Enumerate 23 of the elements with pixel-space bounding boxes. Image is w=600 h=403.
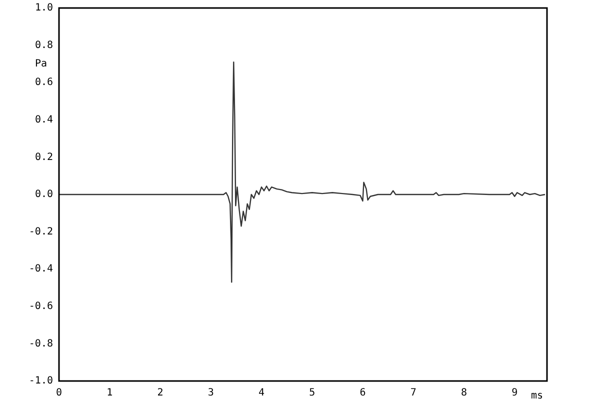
y-tick-label: 0.0 — [34, 189, 53, 200]
y-axis-title: Pa — [35, 58, 48, 70]
x-tick-label: 4 — [258, 388, 265, 399]
x-tick-label: 7 — [410, 388, 416, 399]
y-tick-label: 0.6 — [34, 77, 53, 88]
x-tick-label: 3 — [208, 388, 214, 399]
x-tick-label: 5 — [309, 388, 316, 399]
x-tick-label: 9 — [512, 388, 518, 399]
y-tick-label: -0.4 — [28, 264, 53, 275]
x-tick-label: 0 — [56, 388, 62, 399]
y-tick-label: -0.8 — [28, 338, 53, 350]
y-tick-label: 0.2 — [34, 152, 53, 163]
y-tick-label: -0.6 — [28, 300, 53, 312]
y-tick-label: -1.0 — [28, 376, 53, 387]
y-tick-label: 1.0 — [34, 2, 53, 14]
x-tick-label: 8 — [460, 388, 467, 399]
y-tick-label: 0.4 — [34, 114, 53, 126]
x-tick-label: 6 — [360, 388, 366, 399]
x-tick-label: 1 — [106, 388, 113, 399]
y-tick-label: 0.8 — [34, 40, 53, 51]
y-tick-label: -0.2 — [28, 226, 53, 238]
x-axis-title: ms — [531, 390, 544, 402]
x-tick-label: 2 — [157, 388, 164, 399]
